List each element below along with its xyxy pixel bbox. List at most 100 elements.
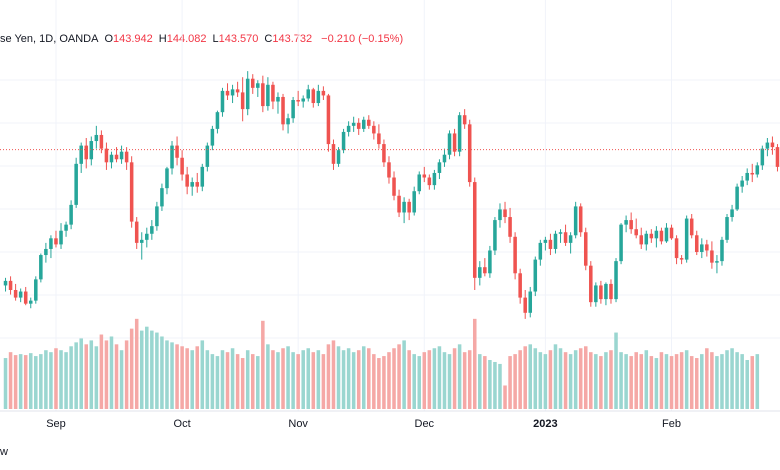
- candle-body: [215, 112, 220, 129]
- volume-bar: [124, 340, 129, 409]
- candle: [382, 139, 386, 167]
- candle-body: [331, 144, 336, 164]
- volume-bar: [235, 354, 240, 409]
- candle-body: [634, 229, 638, 236]
- candle: [644, 230, 649, 251]
- volume-bar: [407, 350, 411, 409]
- candle: [59, 223, 63, 249]
- candle-body: [124, 151, 129, 163]
- low-label: L: [212, 33, 219, 45]
- candle: [84, 138, 89, 169]
- candle-body: [538, 242, 543, 260]
- volume-bar: [205, 350, 210, 409]
- candle: [54, 230, 58, 248]
- volume-bar: [23, 355, 28, 409]
- candle-body: [34, 279, 38, 301]
- volume-bar: [28, 353, 33, 409]
- price-candles: [3, 71, 780, 319]
- volume-bar: [533, 348, 538, 409]
- candle: [104, 142, 109, 170]
- candle-body: [604, 283, 608, 300]
- volume-bar: [432, 348, 437, 409]
- candle-body: [281, 96, 285, 125]
- candle: [583, 227, 588, 271]
- x-tick-label: Oct: [174, 418, 191, 430]
- volume-bar: [59, 350, 63, 409]
- footer-text: w: [0, 446, 8, 458]
- candle-body: [694, 235, 699, 252]
- candle-body: [533, 259, 538, 292]
- candle: [609, 279, 613, 304]
- candle: [710, 241, 714, 269]
- candle-body: [472, 182, 477, 278]
- candle-body: [528, 291, 533, 313]
- volume-bar: [114, 344, 119, 409]
- candle-body: [316, 90, 321, 104]
- candle-body: [225, 90, 230, 96]
- candle-body: [336, 150, 341, 164]
- candle-body: [523, 297, 527, 313]
- volume-bars: [3, 318, 760, 409]
- candle-body: [321, 90, 326, 96]
- x-tick-label: Sep: [46, 418, 66, 430]
- candle-body: [245, 78, 250, 110]
- volume-bar: [261, 320, 265, 409]
- candle: [518, 268, 522, 304]
- candle-body: [94, 134, 99, 142]
- volume-bar: [644, 350, 649, 409]
- volume-bar: [599, 356, 603, 409]
- candle-body: [659, 230, 664, 242]
- candle-body: [715, 261, 719, 263]
- candle: [185, 166, 189, 195]
- candle: [69, 200, 73, 230]
- volume-bar: [382, 356, 386, 409]
- volume-bar: [725, 350, 729, 409]
- candle: [740, 176, 744, 193]
- candle: [326, 93, 331, 152]
- candle-body: [341, 131, 346, 151]
- x-tick-label: Nov: [288, 418, 308, 430]
- candle: [720, 236, 724, 266]
- candle: [568, 232, 573, 254]
- candle-body: [503, 209, 507, 218]
- volume-bar: [392, 348, 396, 409]
- candle: [28, 297, 33, 309]
- candle-body: [39, 255, 43, 280]
- candle-body: [271, 84, 275, 102]
- candle: [735, 183, 739, 211]
- candle-body: [392, 177, 396, 196]
- candle-body: [180, 157, 184, 175]
- candle-body: [296, 100, 300, 102]
- volume-bar: [614, 332, 618, 409]
- candle: [573, 201, 578, 239]
- candle: [190, 177, 194, 196]
- candle: [225, 83, 230, 100]
- volume-bar: [200, 340, 205, 409]
- candle-body: [518, 273, 522, 298]
- volume-bar: [427, 350, 432, 409]
- candle-body: [740, 180, 744, 187]
- volume-bar: [740, 354, 744, 409]
- volume-bar: [84, 344, 89, 409]
- volume-bar: [321, 354, 326, 409]
- candle: [281, 93, 285, 131]
- candle-body: [170, 145, 174, 169]
- candle-body: [558, 232, 563, 234]
- volume-bar: [503, 385, 507, 409]
- candle: [654, 226, 659, 248]
- candle: [23, 286, 28, 306]
- candle-body: [760, 148, 765, 166]
- open-label: O: [104, 33, 114, 45]
- volume-bar: [679, 352, 684, 409]
- volume-bar: [8, 352, 13, 409]
- candle-body: [200, 166, 205, 187]
- candle: [397, 189, 401, 218]
- candle: [508, 207, 512, 243]
- candle-body: [44, 248, 48, 256]
- volume-bar: [306, 348, 311, 409]
- candle-body: [553, 233, 558, 249]
- volume-bar: [558, 348, 563, 409]
- volume-bar: [730, 348, 734, 409]
- volume-bar: [74, 342, 78, 409]
